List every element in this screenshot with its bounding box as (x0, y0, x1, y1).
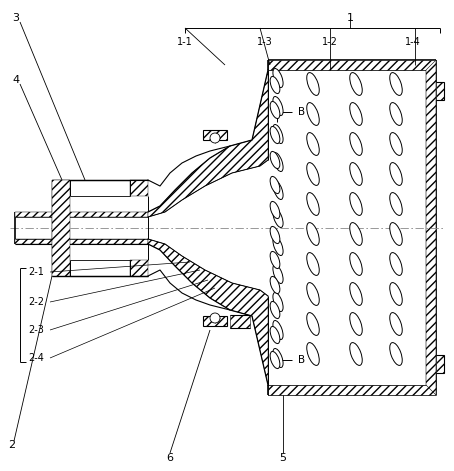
Polygon shape (436, 82, 444, 100)
Ellipse shape (270, 326, 280, 343)
Ellipse shape (390, 133, 402, 155)
Ellipse shape (307, 283, 319, 305)
Ellipse shape (390, 73, 402, 96)
Ellipse shape (350, 193, 362, 215)
Ellipse shape (350, 252, 362, 276)
Ellipse shape (390, 342, 402, 365)
Ellipse shape (390, 193, 402, 215)
Ellipse shape (270, 126, 280, 144)
Ellipse shape (273, 153, 283, 171)
Ellipse shape (270, 227, 280, 244)
Ellipse shape (307, 252, 319, 276)
Ellipse shape (350, 342, 362, 365)
Polygon shape (436, 355, 444, 373)
Ellipse shape (273, 68, 283, 88)
Ellipse shape (307, 73, 319, 96)
Polygon shape (130, 180, 148, 196)
Ellipse shape (210, 133, 220, 143)
Ellipse shape (270, 252, 280, 268)
Ellipse shape (350, 103, 362, 125)
Text: 1-1: 1-1 (177, 37, 193, 47)
Ellipse shape (307, 223, 319, 245)
Ellipse shape (390, 313, 402, 335)
Ellipse shape (307, 313, 319, 335)
Text: 4: 4 (12, 75, 19, 85)
Ellipse shape (350, 73, 362, 96)
Text: 3: 3 (12, 13, 19, 23)
Polygon shape (203, 130, 227, 140)
Ellipse shape (273, 320, 283, 340)
Ellipse shape (307, 133, 319, 155)
Ellipse shape (390, 162, 402, 186)
Ellipse shape (273, 97, 283, 115)
Text: 1-4: 1-4 (405, 37, 421, 47)
Polygon shape (426, 60, 436, 395)
Ellipse shape (307, 162, 319, 186)
Text: 2-4: 2-4 (28, 353, 44, 363)
Polygon shape (15, 212, 148, 217)
Ellipse shape (210, 313, 220, 323)
Ellipse shape (350, 283, 362, 305)
Ellipse shape (273, 349, 283, 367)
Polygon shape (148, 70, 268, 217)
Polygon shape (268, 385, 436, 395)
Ellipse shape (307, 193, 319, 215)
Ellipse shape (270, 202, 280, 219)
Ellipse shape (273, 180, 283, 200)
Text: B: B (298, 355, 306, 365)
Polygon shape (15, 239, 148, 244)
Ellipse shape (270, 351, 280, 369)
Ellipse shape (273, 236, 283, 255)
Ellipse shape (390, 283, 402, 305)
Text: 2-2: 2-2 (28, 297, 44, 307)
Ellipse shape (350, 162, 362, 186)
Ellipse shape (270, 152, 280, 169)
Ellipse shape (350, 223, 362, 245)
Ellipse shape (307, 103, 319, 125)
Ellipse shape (390, 103, 402, 125)
Ellipse shape (273, 124, 283, 144)
Polygon shape (130, 260, 148, 276)
Polygon shape (148, 239, 268, 385)
Text: 6: 6 (167, 453, 173, 463)
Ellipse shape (350, 313, 362, 335)
Ellipse shape (270, 101, 280, 119)
Text: B: B (298, 107, 306, 117)
Ellipse shape (273, 292, 283, 311)
Text: 2-3: 2-3 (28, 325, 44, 335)
Text: 1: 1 (346, 13, 354, 23)
Polygon shape (52, 180, 70, 276)
Ellipse shape (273, 265, 283, 284)
Text: 1-2: 1-2 (322, 37, 338, 47)
Ellipse shape (273, 209, 283, 227)
Polygon shape (268, 60, 436, 70)
Ellipse shape (350, 133, 362, 155)
Polygon shape (230, 315, 250, 328)
Ellipse shape (307, 342, 319, 365)
Ellipse shape (270, 301, 280, 318)
Text: 2-1: 2-1 (28, 267, 44, 277)
Ellipse shape (270, 76, 280, 94)
Text: 5: 5 (280, 453, 286, 463)
Ellipse shape (390, 223, 402, 245)
Ellipse shape (390, 252, 402, 276)
Ellipse shape (270, 177, 280, 194)
Ellipse shape (270, 276, 280, 293)
Polygon shape (203, 316, 227, 326)
Text: 1-3: 1-3 (257, 37, 273, 47)
Text: 2: 2 (8, 440, 15, 450)
